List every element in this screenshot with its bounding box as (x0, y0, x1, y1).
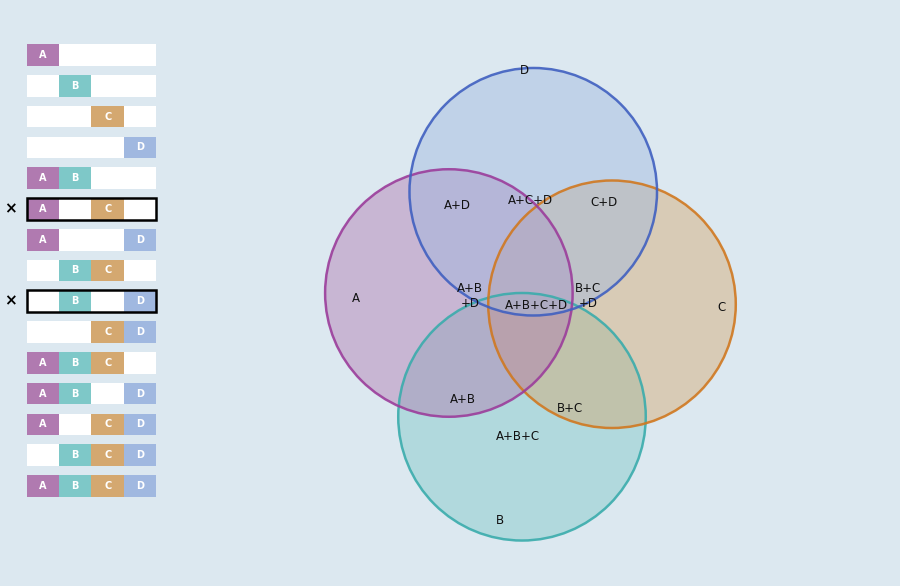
Bar (59, 291, 92, 312)
Bar (27, 45, 157, 66)
Bar (124, 444, 157, 466)
Text: C: C (717, 301, 725, 314)
Bar (92, 321, 124, 343)
Text: ×: × (4, 202, 17, 216)
Bar (27, 291, 157, 312)
Text: A: A (39, 481, 47, 490)
Text: A+C+D: A+C+D (508, 194, 553, 207)
Text: B: B (72, 450, 79, 460)
Bar (27, 229, 157, 250)
Text: A+B
+D: A+B +D (457, 282, 483, 310)
Text: A+B: A+B (450, 393, 476, 406)
Bar (27, 137, 157, 158)
Text: D: D (136, 419, 144, 430)
Text: B: B (72, 358, 79, 368)
Bar (92, 444, 124, 466)
Bar (59, 383, 92, 404)
Text: D: D (136, 297, 144, 306)
Text: C: C (104, 204, 112, 214)
Text: B: B (495, 515, 504, 527)
Bar (27, 444, 157, 466)
Text: A+B+C+D: A+B+C+D (505, 299, 568, 312)
Bar (124, 414, 157, 435)
Bar (92, 475, 124, 496)
Text: A: A (352, 292, 360, 305)
Bar (92, 414, 124, 435)
Bar (124, 137, 157, 158)
Bar (27, 475, 157, 496)
Text: A: A (39, 419, 47, 430)
Circle shape (488, 180, 736, 428)
Bar (92, 352, 124, 373)
Bar (27, 475, 59, 496)
Text: B: B (72, 297, 79, 306)
Bar (92, 198, 124, 220)
Bar (124, 291, 157, 312)
Text: C: C (104, 358, 112, 368)
Bar (59, 168, 92, 189)
Text: C: C (104, 327, 112, 337)
Text: A: A (39, 204, 47, 214)
Text: A: A (39, 50, 47, 60)
Bar (59, 352, 92, 373)
Bar (27, 383, 59, 404)
Text: D: D (520, 64, 529, 77)
Bar (27, 198, 59, 220)
Text: D: D (136, 327, 144, 337)
Bar (27, 168, 59, 189)
Text: C: C (104, 265, 112, 275)
Bar (27, 352, 59, 373)
Text: B: B (72, 173, 79, 183)
Bar (59, 260, 92, 281)
Text: A: A (39, 173, 47, 183)
Text: A: A (39, 358, 47, 368)
Bar (27, 352, 157, 373)
Bar (92, 106, 124, 128)
Bar (27, 383, 157, 404)
Bar (124, 383, 157, 404)
Circle shape (398, 293, 646, 540)
Text: C: C (104, 481, 112, 490)
Bar (59, 475, 92, 496)
Text: B+C
+D: B+C +D (575, 282, 601, 310)
Text: A: A (39, 389, 47, 398)
Text: C+D: C+D (590, 196, 617, 209)
Bar (27, 168, 157, 189)
Bar (27, 260, 157, 281)
Text: D: D (136, 235, 144, 245)
Bar (92, 260, 124, 281)
Bar (124, 321, 157, 343)
Bar (27, 321, 157, 343)
Bar (27, 75, 157, 97)
Bar (27, 45, 59, 66)
Text: A: A (39, 235, 47, 245)
Bar (27, 414, 157, 435)
Text: D: D (136, 450, 144, 460)
Text: B: B (72, 389, 79, 398)
Text: B: B (72, 481, 79, 490)
Text: A+D: A+D (444, 199, 471, 212)
Circle shape (325, 169, 572, 417)
Text: ×: × (4, 294, 17, 309)
Bar (27, 229, 59, 250)
Bar (59, 444, 92, 466)
Bar (59, 75, 92, 97)
Text: C: C (104, 419, 112, 430)
Text: A+B+C: A+B+C (495, 430, 540, 443)
Text: B+C: B+C (557, 402, 583, 415)
Bar (124, 475, 157, 496)
Text: D: D (136, 481, 144, 490)
Circle shape (410, 68, 657, 315)
Text: D: D (136, 389, 144, 398)
Text: C: C (104, 112, 112, 122)
Bar (27, 414, 59, 435)
Bar (27, 106, 157, 128)
Text: B: B (72, 265, 79, 275)
Bar (27, 198, 157, 220)
Text: C: C (104, 450, 112, 460)
Bar (124, 229, 157, 250)
Text: B: B (72, 81, 79, 91)
Text: D: D (136, 142, 144, 152)
